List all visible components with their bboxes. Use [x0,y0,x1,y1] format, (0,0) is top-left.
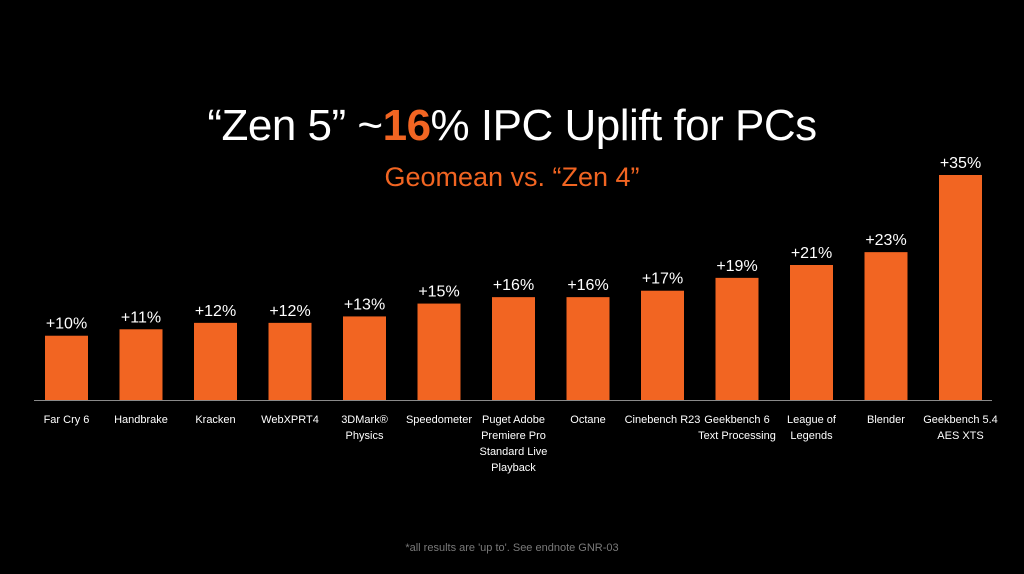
category-label: Cinebench R23 [625,414,701,426]
value-label: +16% [567,277,608,294]
category-label: Geekbench 5.4 AES XTS [923,414,998,442]
value-label: +16% [493,277,534,294]
category-label: WebXPRT4 [261,414,319,426]
chart-subtitle: Geomean vs. “Zen 4” [384,162,640,192]
bar [939,175,982,400]
title-suffix: % IPC Uplift for PCs [430,101,818,150]
category-label: Octane [570,414,605,426]
bar [194,322,237,400]
bar [45,335,88,400]
category-label: Blender [867,414,905,426]
value-label: +35% [940,155,981,172]
bar [268,322,312,400]
bar [864,252,908,400]
value-label: +15% [418,284,459,301]
bar [641,290,684,400]
title-accent-value: 16 [382,101,431,150]
bar [492,297,535,400]
category-label: League of Legends [787,414,837,442]
value-label: +19% [716,258,757,275]
bar [119,329,163,400]
category-label: Puget Adobe Premiere Pro Standard Live Play… [480,414,548,474]
value-label: +10% [46,316,87,333]
value-label: +13% [344,296,385,313]
value-label: +12% [195,303,236,320]
title-prefix: “Zen 5” ~ [207,101,383,150]
category-label: Speedometer [406,414,472,426]
value-label: +21% [791,245,832,262]
bar [343,316,386,400]
chart-title: “Zen 5” ~16% IPC Uplift for PCs [0,98,1024,154]
value-label: +12% [269,303,310,320]
bar [790,265,833,400]
category-label: Geekbench 6 Text Processing [698,414,776,442]
value-label: +23% [865,232,906,249]
bar [715,277,759,400]
category-label: 3DMark® Physics [341,414,388,442]
bar [417,303,461,400]
category-label: Kracken [195,414,235,426]
category-label: Far Cry 6 [44,414,90,426]
value-label: +11% [121,309,161,326]
category-label: Handbrake [114,414,168,426]
bar [566,297,610,400]
value-label: +17% [642,271,683,288]
footnote: *all results are 'up to'. See endnote GN… [405,542,619,554]
